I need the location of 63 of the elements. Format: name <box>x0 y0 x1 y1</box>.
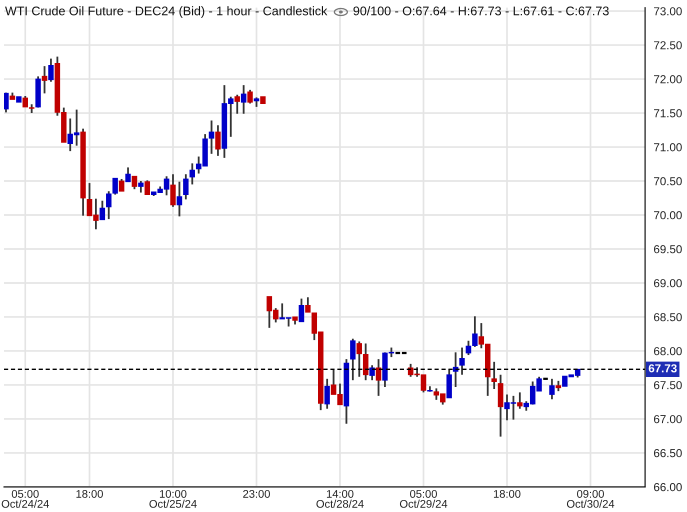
candlestick <box>144 179 150 196</box>
candlestick <box>446 368 452 399</box>
x-tick-label: 10:00 Oct/25/24 <box>149 490 197 508</box>
y-tick-label: 70.00 <box>654 211 682 220</box>
x-tick-label: 09:00 Oct/30/24 <box>566 490 614 508</box>
candlestick <box>183 173 189 200</box>
candlestick <box>517 392 523 410</box>
candlestick <box>125 166 131 183</box>
y-tick-label: 71.00 <box>654 143 682 152</box>
candlestick <box>190 162 195 186</box>
candlestick <box>498 374 504 438</box>
chart-subtitle: 90/100 - O:67.64 - H:67.73 - L:67.61 - C:67.73 <box>353 6 609 16</box>
candlestick <box>376 358 382 397</box>
candlestick <box>324 378 330 410</box>
candlestick <box>132 175 138 190</box>
candlestick <box>356 340 362 378</box>
candlestick <box>472 315 478 348</box>
candlestick <box>247 89 253 104</box>
candlestick <box>298 298 304 323</box>
y-tick-label: 66.00 <box>654 483 682 492</box>
y-tick-label: 73.00 <box>654 7 682 16</box>
y-tick-label: 68.00 <box>654 347 682 356</box>
y-tick-label: 72.50 <box>654 41 682 50</box>
y-tick-label: 70.50 <box>654 177 682 186</box>
x-tick-label: 14:00 Oct/28/24 <box>316 490 364 508</box>
y-tick-label: 69.50 <box>654 245 682 254</box>
x-tick-label: 05:00 Oct/29/24 <box>400 490 448 508</box>
candlestick <box>491 360 497 390</box>
y-tick-label: 72.00 <box>654 75 682 84</box>
y-tick-label: 71.50 <box>654 109 682 118</box>
candlestick <box>240 84 246 115</box>
candlestick <box>549 378 555 400</box>
candlestick <box>100 200 106 221</box>
candlestick <box>234 94 240 115</box>
candlestick <box>208 120 214 155</box>
candlestick <box>176 180 182 218</box>
y-tick-label: 67.50 <box>654 381 682 390</box>
candlestick <box>215 124 221 157</box>
x-tick-label: 18:00 <box>494 490 520 498</box>
candlestick <box>42 65 48 94</box>
x-tick-label: 18:00 <box>76 490 103 498</box>
candlestick <box>106 190 112 220</box>
y-tick-label: 67.00 <box>654 415 682 424</box>
x-tick-label: 05:00 Oct/24/24 <box>2 490 50 508</box>
candlestick <box>369 364 375 382</box>
candlestick <box>556 380 562 392</box>
y-tick-label: 68.50 <box>654 313 682 322</box>
candlestick <box>4 92 9 114</box>
x-tick-label: 23:00 <box>243 490 270 498</box>
candlestick <box>466 340 472 356</box>
candlestick <box>305 296 311 314</box>
y-tick-label: 66.50 <box>654 449 682 458</box>
candlestick <box>118 178 124 192</box>
chart-title: WTI Crude Oil Future - DEC24 (Bid) - 1 hour - Candlestick <box>5 6 328 18</box>
ref-line-label: 67.73 <box>648 364 677 372</box>
candlestick <box>112 177 118 196</box>
candlestick <box>170 173 176 208</box>
candlestick <box>350 338 356 382</box>
candlestick <box>459 346 465 376</box>
candlestick <box>362 342 368 382</box>
candlestick <box>138 180 144 194</box>
y-tick-label: 69.00 <box>654 279 682 288</box>
candlestick <box>48 58 54 83</box>
